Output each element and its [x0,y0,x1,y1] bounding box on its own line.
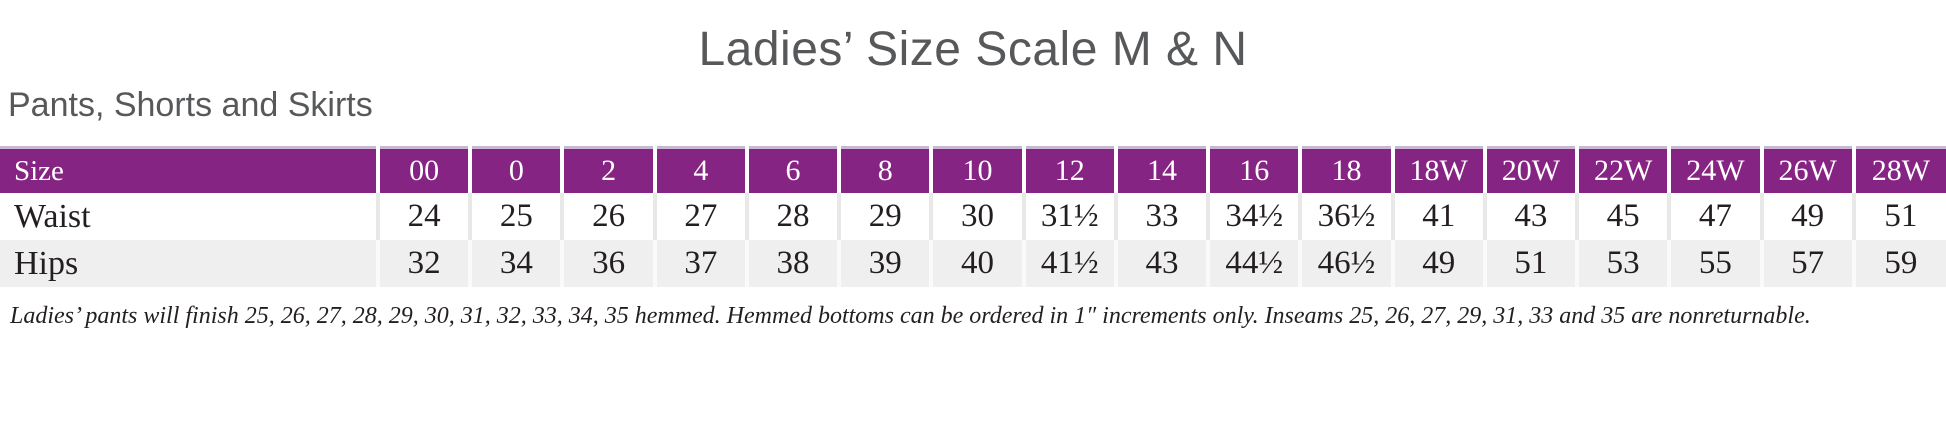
measurement-cell: 27 [652,193,747,241]
measurement-cell: 47 [1667,193,1762,241]
size-column-header: 6 [744,146,840,194]
measurement-cell: 32 [375,240,471,288]
measurement-cell: 36½ [1298,193,1393,241]
measurement-cell: 51 [1482,240,1578,288]
row-label: Waist [0,193,378,241]
measurement-row-hips: Hips 32 34 36 37 38 39 40 41½ 43 44½ 46½ 49 51 53 55 57 5… [0,240,1946,288]
footnote: Ladies’ pants will finish 25, 26, 27, 28… [10,303,1811,330]
measurement-cell: 31½ [1021,193,1116,241]
measurement-cell: 41 [1390,193,1485,241]
measurement-cell: 34 [468,240,563,288]
size-column-header: 28W [1851,146,1946,194]
measurement-cell: 59 [1851,240,1946,288]
size-column-header: 2 [560,146,655,194]
row-label: Hips [0,240,378,288]
size-column-header: 18W [1390,146,1485,194]
page-title: Ladies’ Size Scale M & N [698,23,1248,76]
measurement-cell: 51 [1851,193,1946,241]
measurement-cell: 57 [1759,240,1854,288]
size-column-header: 16 [1206,146,1301,194]
measurement-cell: 49 [1759,193,1854,241]
measurement-cell: 36 [560,240,655,288]
measurement-cell: 29 [837,193,932,241]
measurement-cell: 55 [1667,240,1762,288]
measurement-cell: 30 [929,193,1024,241]
size-column-header: 26W [1759,146,1854,194]
size-column-header: 8 [837,146,932,194]
size-column-header: 18 [1298,146,1393,194]
size-chart-page: Ladies’ Size Scale M & N Pants, Shorts a… [0,23,1946,330]
measurement-cell: 24 [375,193,471,241]
section-subtitle: Pants, Shorts and Skirts [8,85,373,124]
measurement-cell: 38 [744,240,840,288]
measurement-cell: 43 [1113,240,1209,288]
size-column-header: 0 [468,146,563,194]
size-column-header: 14 [1113,146,1209,194]
measurement-cell: 33 [1113,193,1209,241]
size-column-header: 4 [652,146,747,194]
measurement-cell: 45 [1575,193,1670,241]
size-column-header: 24W [1667,146,1762,194]
measurement-row-waist: Waist 24 25 26 27 28 29 30 31½ 33 34½ 36½ 41 43 45 47 49… [0,193,1946,241]
measurement-cell: 53 [1575,240,1670,288]
measurement-cell: 43 [1482,193,1578,241]
measurement-cell: 34½ [1206,193,1301,241]
measurement-cell: 44½ [1206,240,1301,288]
measurement-cell: 46½ [1298,240,1393,288]
size-column-header: 22W [1575,146,1670,194]
size-column-header: 10 [929,146,1024,194]
size-scale-table: Size 00 0 2 4 6 8 10 12 14 16 18 18W 20W 22W 24W 26W 28W … [0,146,1946,288]
size-corner-header: Size [0,146,378,194]
size-column-header: 00 [375,146,471,194]
measurement-cell: 49 [1390,240,1485,288]
size-column-header: 12 [1021,146,1116,194]
measurement-cell: 40 [929,240,1024,288]
measurement-cell: 41½ [1021,240,1116,288]
size-header-row: Size 00 0 2 4 6 8 10 12 14 16 18 18W 20W 22W 24W 26W 28W [0,146,1946,194]
measurement-cell: 25 [468,193,563,241]
measurement-cell: 26 [560,193,655,241]
measurement-cell: 39 [837,240,932,288]
size-column-header: 20W [1482,146,1578,194]
measurement-cell: 28 [744,193,840,241]
measurement-cell: 37 [652,240,747,288]
